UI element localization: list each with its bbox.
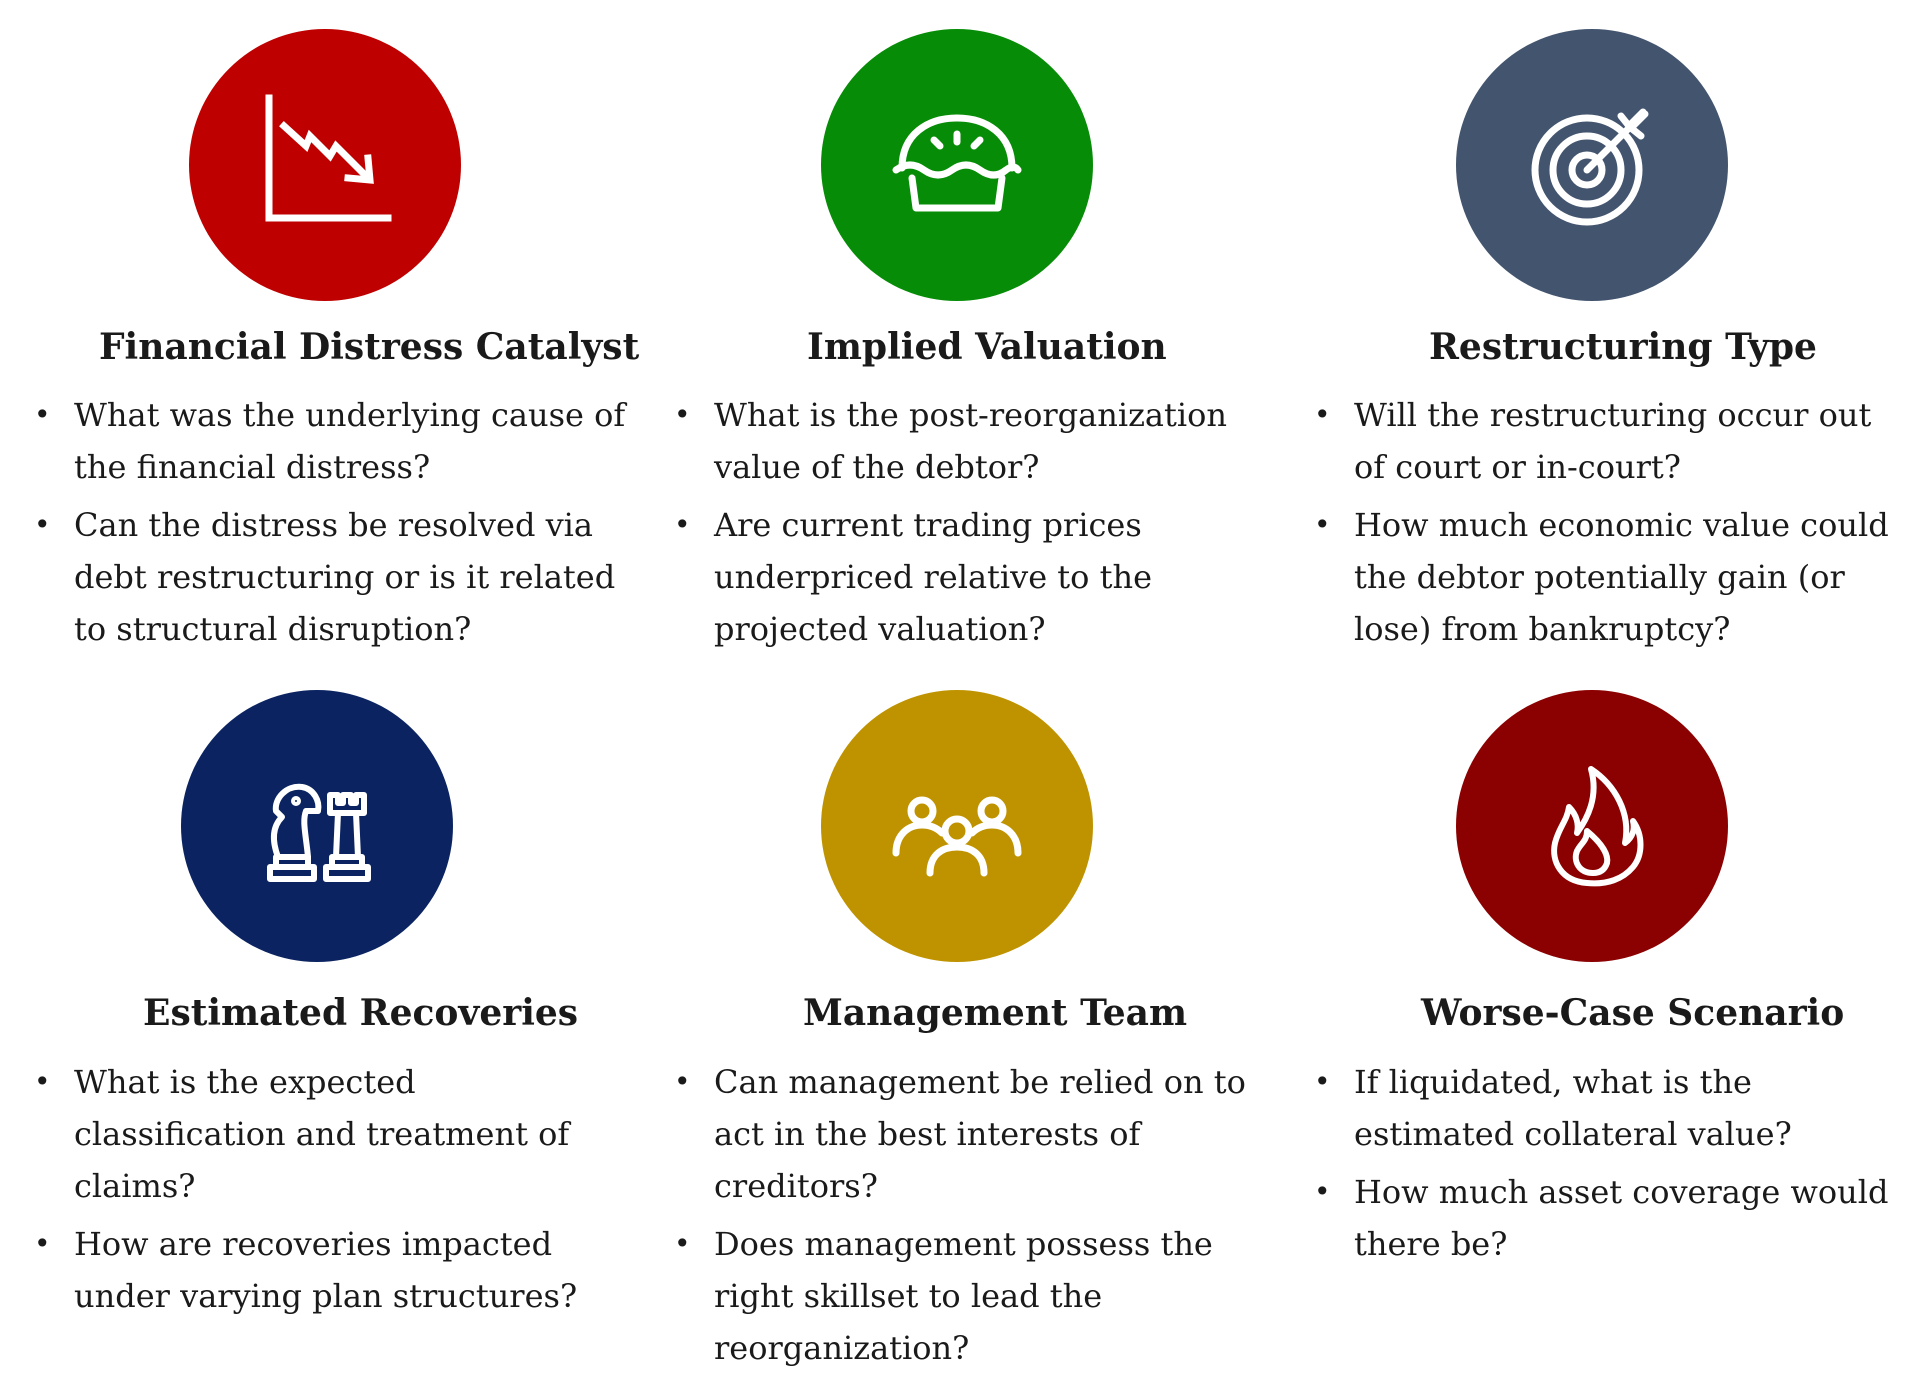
bullet-item: How much economic value could the debtor… bbox=[1312, 499, 1912, 655]
card-management-team: Management Team Can management be relied… bbox=[640, 655, 1280, 1367]
icon-circle-green bbox=[821, 29, 1093, 301]
bullet-item: Are current trading prices underpriced r… bbox=[672, 499, 1262, 655]
chess-pieces-icon bbox=[267, 783, 371, 882]
bullet-item: What is the expected classification and … bbox=[32, 1056, 632, 1212]
card-restructuring-type: Restructuring Type Will the restructurin… bbox=[1280, 0, 1920, 648]
card-title: Restructuring Type bbox=[1429, 326, 1817, 368]
target-arrow-icon bbox=[1531, 108, 1649, 226]
card-worse-case-scenario: Worse-Case Scenario If liquidated, what … bbox=[1280, 655, 1920, 1295]
bullet-list: If liquidated, what is the estimated col… bbox=[1312, 1056, 1912, 1276]
icon-circle-darkred bbox=[1456, 690, 1728, 962]
bullet-list: What is the expected classification and … bbox=[32, 1056, 632, 1328]
card-estimated-recoveries: Estimated Recoveries What is the expecte… bbox=[0, 655, 640, 1315]
card-implied-valuation: Implied Valuation What is the post-reorg… bbox=[640, 0, 1280, 648]
bullet-list: Will the restructuring occur out of cour… bbox=[1312, 389, 1912, 661]
icon-circle-red bbox=[189, 29, 461, 301]
card-financial-distress-catalyst: Financial Distress Catalyst What was the… bbox=[0, 0, 640, 648]
bullet-item: If liquidated, what is the estimated col… bbox=[1312, 1056, 1912, 1160]
bullet-item: What was the underlying cause of the fin… bbox=[32, 389, 632, 493]
bullet-item: Can the distress be resolved via debt re… bbox=[32, 499, 632, 655]
card-title: Financial Distress Catalyst bbox=[99, 326, 640, 368]
card-title: Management Team bbox=[803, 992, 1188, 1034]
card-title: Estimated Recoveries bbox=[143, 992, 579, 1034]
bullet-item: Will the restructuring occur out of cour… bbox=[1312, 389, 1912, 493]
bullet-item: What is the post-reorganization value of… bbox=[672, 389, 1262, 493]
bullet-item: Does management possess the right skills… bbox=[672, 1218, 1272, 1374]
bullet-item: How much asset coverage would there be? bbox=[1312, 1166, 1912, 1270]
bullet-item: How are recoveries impacted under varyin… bbox=[32, 1218, 632, 1322]
downtrend-chart-icon bbox=[265, 94, 392, 222]
bullet-item: Can management be relied on to act in th… bbox=[672, 1056, 1272, 1212]
icon-circle-slate bbox=[1456, 29, 1728, 301]
pie-icon bbox=[892, 114, 1022, 212]
card-title: Implied Valuation bbox=[807, 326, 1167, 368]
bullet-list: What was the underlying cause of the fin… bbox=[32, 389, 632, 661]
bullet-list: Can management be relied on to act in th… bbox=[672, 1056, 1272, 1380]
icon-circle-navy bbox=[181, 690, 453, 962]
team-people-icon bbox=[892, 796, 1022, 877]
flame-icon bbox=[1551, 766, 1644, 887]
card-title: Worse-Case Scenario bbox=[1421, 992, 1845, 1034]
bullet-list: What is the post-reorganization value of… bbox=[672, 389, 1262, 661]
icon-circle-gold bbox=[821, 690, 1093, 962]
